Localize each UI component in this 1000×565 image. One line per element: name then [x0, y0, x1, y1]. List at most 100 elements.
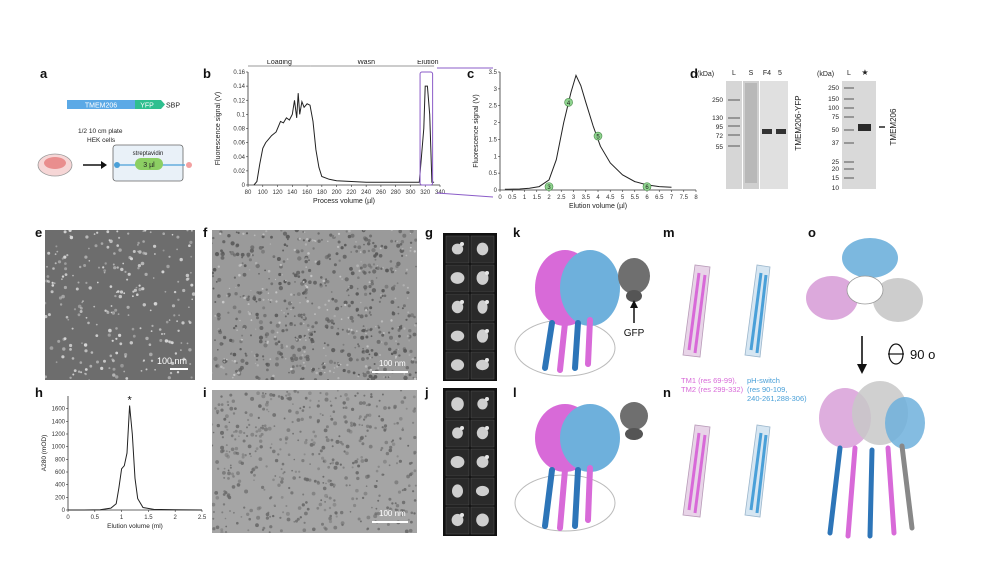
particle	[394, 269, 397, 272]
particle	[380, 293, 382, 296]
micrograph-f-texture	[212, 230, 417, 380]
phase-label: Elution	[417, 60, 439, 66]
particle	[390, 270, 394, 274]
class-averages-g-grid	[445, 235, 495, 380]
panel-letter-o: o	[808, 225, 816, 240]
particle	[267, 269, 271, 273]
particle	[256, 506, 261, 511]
particle	[381, 426, 384, 429]
particle	[335, 512, 338, 515]
particle	[383, 367, 387, 372]
particle	[390, 300, 395, 304]
gel1-marker-72: 72	[716, 133, 724, 140]
gel1-marker-95: 95	[716, 124, 724, 131]
particle	[410, 471, 414, 475]
particle	[359, 266, 363, 270]
particle	[293, 458, 296, 461]
particle	[144, 272, 148, 276]
particle	[263, 488, 266, 491]
particle	[285, 394, 288, 397]
particle	[270, 329, 275, 334]
particle	[259, 439, 263, 443]
particle	[217, 277, 222, 282]
particle	[341, 278, 343, 280]
particle	[50, 290, 54, 294]
particle	[286, 244, 289, 247]
particle	[337, 327, 340, 330]
particle	[235, 286, 237, 289]
particle	[270, 282, 274, 286]
particle	[285, 328, 289, 332]
particle	[85, 281, 88, 284]
particle	[348, 484, 351, 487]
panel-letter-a: a	[40, 66, 48, 81]
particle	[394, 480, 399, 485]
particle	[96, 281, 99, 284]
particle	[296, 418, 301, 422]
particle	[378, 300, 381, 303]
particle	[339, 363, 342, 366]
particle	[361, 442, 365, 446]
particle	[237, 479, 242, 483]
particle	[232, 475, 235, 478]
panel-a-schematic: TMEM206 YFP SBP 1/2 10 cm plate HEK cell…	[37, 100, 192, 182]
particle	[254, 362, 257, 365]
particle	[287, 238, 289, 241]
helix-density-n	[682, 424, 771, 518]
particle	[54, 262, 57, 265]
particle	[217, 294, 220, 297]
class-density	[476, 271, 489, 285]
particle	[414, 484, 417, 487]
particle	[353, 335, 357, 339]
particle	[400, 514, 403, 517]
particle	[261, 426, 265, 430]
particle	[331, 348, 336, 353]
particle	[114, 308, 118, 312]
particle	[383, 294, 387, 298]
particle	[238, 273, 241, 277]
particle	[226, 400, 229, 404]
particle	[120, 363, 124, 368]
particle	[243, 296, 246, 299]
particle	[338, 363, 340, 365]
particle	[325, 425, 329, 429]
particle	[61, 257, 64, 260]
particle	[373, 254, 377, 258]
particle	[127, 272, 131, 276]
x-tick-label: 0	[66, 515, 70, 521]
gel2-band-label: TMEM206	[889, 108, 898, 145]
particle	[282, 260, 286, 263]
particle	[297, 506, 302, 510]
particle	[297, 250, 300, 254]
particle	[324, 279, 328, 283]
panel-letter-b: b	[203, 66, 211, 81]
particle	[142, 360, 145, 363]
particle	[217, 403, 221, 406]
particle	[353, 245, 357, 249]
particle	[318, 452, 321, 456]
particle	[292, 403, 294, 405]
particle	[408, 354, 411, 356]
particle	[374, 258, 377, 261]
particle	[232, 412, 236, 415]
particle	[120, 267, 124, 272]
particle	[332, 270, 336, 274]
particle	[267, 410, 270, 413]
particle	[368, 271, 371, 274]
particle	[400, 400, 405, 404]
particle	[273, 335, 277, 339]
particle	[276, 257, 281, 261]
particle	[313, 479, 317, 483]
particle	[334, 397, 337, 400]
particle	[85, 316, 88, 319]
particle	[191, 292, 195, 296]
particle	[222, 503, 226, 506]
particle	[56, 250, 59, 253]
particle	[269, 515, 272, 518]
particle	[239, 348, 242, 351]
particle	[295, 364, 299, 368]
particle	[330, 404, 333, 407]
particle	[293, 315, 296, 318]
particle	[294, 281, 296, 283]
particle	[260, 432, 264, 436]
